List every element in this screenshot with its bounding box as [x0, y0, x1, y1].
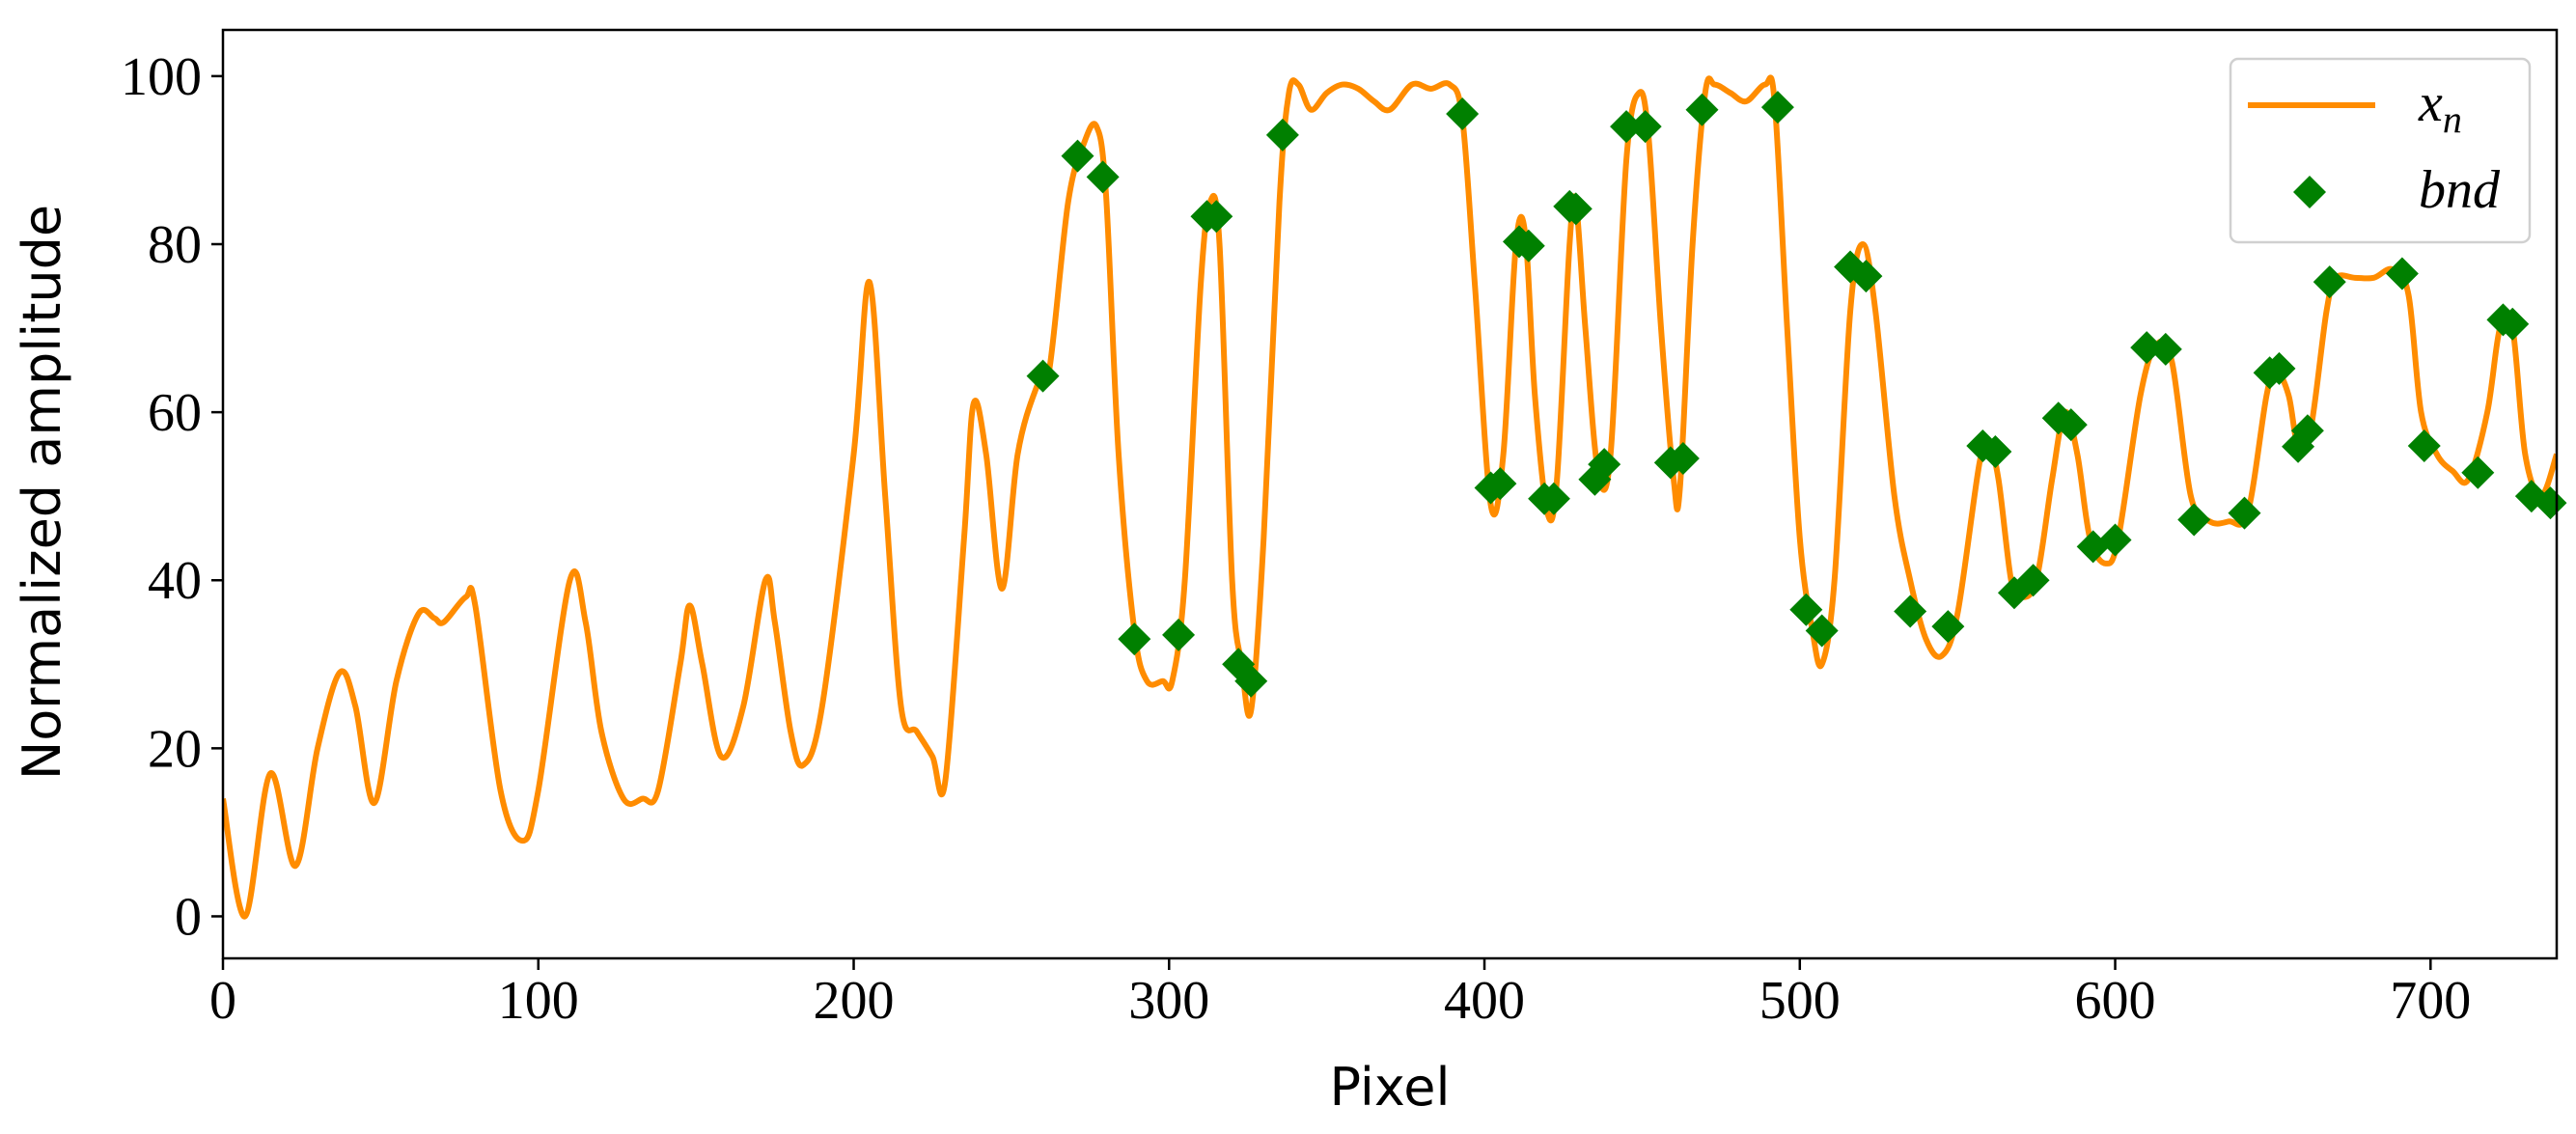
data-point — [1118, 622, 1151, 656]
data-point — [2130, 331, 2164, 365]
data-point — [2290, 414, 2324, 448]
data-point — [2016, 564, 2050, 597]
y-tick-label: 60 — [148, 383, 202, 443]
legend-label: bnd — [2419, 160, 2501, 220]
plot-frame — [221, 28, 2559, 960]
data-point — [2496, 307, 2530, 341]
data-point — [1979, 435, 2012, 469]
data-point — [2313, 265, 2346, 299]
data-point — [2148, 332, 2182, 366]
data-point — [1849, 260, 1883, 293]
x-axis-label: Pixel — [1330, 1057, 1451, 1118]
data-point — [1026, 359, 1060, 393]
legend-marker — [2293, 176, 2326, 208]
data-point — [1628, 110, 1662, 144]
x-tick-label: 300 — [1128, 971, 1209, 1031]
data-point — [1666, 442, 1700, 475]
data-point — [1483, 467, 1517, 501]
x-tick-label: 500 — [1759, 971, 1841, 1031]
data-point — [2098, 523, 2132, 557]
y-tick-label: 20 — [148, 719, 202, 779]
data-point — [2461, 456, 2495, 489]
data-point — [2228, 496, 2261, 530]
x-tick-label: 700 — [2390, 971, 2471, 1031]
x-tick-label: 100 — [498, 971, 579, 1031]
x-tick-label: 600 — [2075, 971, 2156, 1031]
data-point — [1894, 595, 1927, 628]
x-tick-label: 0 — [209, 971, 236, 1031]
x-tick-label: 400 — [1444, 971, 1525, 1031]
y-tick-label: 0 — [175, 887, 202, 947]
y-axis-label: Normalized amplitude — [12, 205, 72, 780]
data-point — [1086, 160, 1120, 194]
data-point — [1559, 192, 1593, 226]
y-tick-label: 100 — [121, 47, 202, 107]
data-point — [2385, 257, 2419, 290]
data-point — [2054, 408, 2088, 442]
data-point — [1931, 610, 1965, 644]
data-point — [1610, 110, 1644, 144]
data-point — [1537, 482, 1570, 515]
data-line — [223, 74, 2557, 920]
data-point — [1789, 593, 1823, 626]
data-point — [1162, 618, 1196, 651]
x-tick-label: 200 — [814, 971, 895, 1031]
data-point — [1200, 200, 1233, 234]
data-point — [1446, 97, 1480, 131]
y-tick-label: 80 — [148, 215, 202, 275]
data-point — [2262, 351, 2296, 385]
data-point — [1234, 664, 1268, 698]
data-point — [2177, 503, 2211, 537]
data-point — [1265, 118, 1299, 152]
data-point — [1805, 614, 1839, 648]
data-point — [2407, 429, 2441, 462]
legend-label: xn — [2418, 73, 2462, 141]
data-point — [1588, 448, 1621, 482]
y-tick-label: 40 — [148, 551, 202, 611]
data-point — [1685, 93, 1719, 126]
data-point — [2534, 486, 2567, 520]
data-point — [1511, 229, 1545, 263]
data-point — [1760, 91, 1794, 124]
data-point — [1061, 139, 1094, 173]
